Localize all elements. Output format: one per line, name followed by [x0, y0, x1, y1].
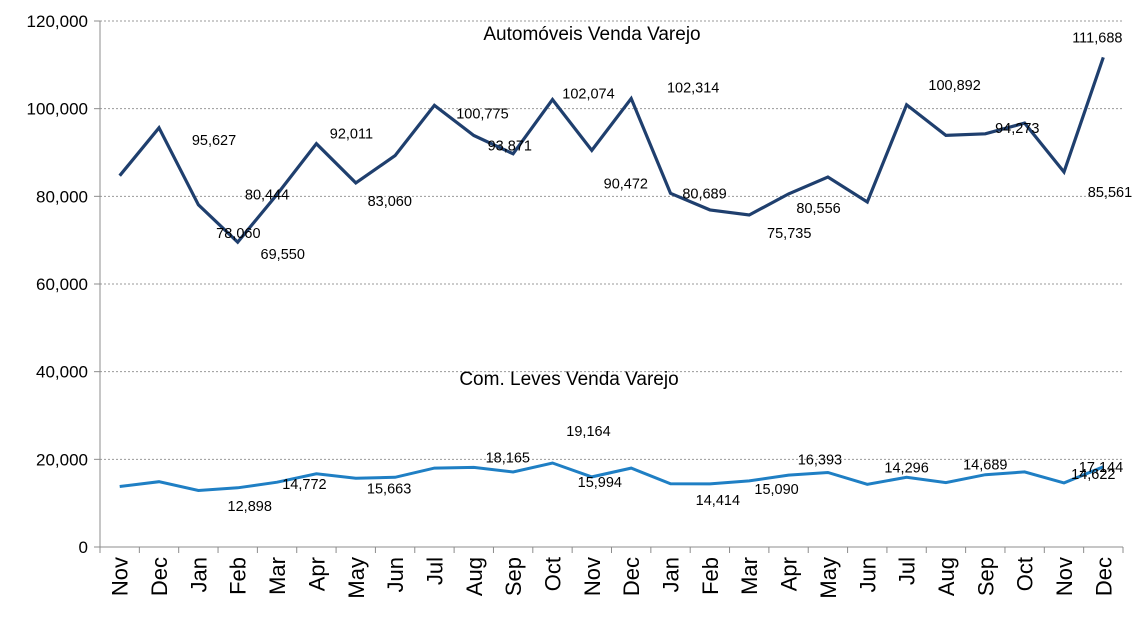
- data-label: 14,772: [282, 477, 326, 493]
- x-tick-label: Aug: [462, 557, 487, 596]
- x-tick-label: Jan: [659, 557, 684, 592]
- y-tick-label: 20,000: [36, 450, 88, 469]
- gridlines: [100, 20, 1123, 460]
- data-label: 15,994: [578, 475, 622, 491]
- data-label: 94,273: [995, 121, 1039, 137]
- data-label: 90,472: [604, 176, 648, 192]
- y-tick-label: 120,000: [27, 12, 88, 31]
- x-tick-label: Nov: [580, 557, 605, 596]
- x-tick-label: Dec: [147, 557, 172, 596]
- x-tick-label: Jul: [895, 557, 920, 585]
- x-tick-label: May: [816, 557, 841, 599]
- data-label: 93,871: [488, 139, 532, 155]
- y-tick-labels: 0 20,000 40,000 60,000 80,000 100,000 120,000: [27, 12, 88, 557]
- data-label: 12,898: [228, 499, 272, 515]
- data-label: 19,164: [566, 424, 610, 440]
- series-title-com-leves: Com. Leves Venda Varejo: [459, 369, 678, 390]
- x-tick-label: Apr: [304, 557, 329, 591]
- x-tick-label: Dec: [619, 557, 644, 596]
- x-tick-label: Oct: [1013, 557, 1038, 591]
- data-label: 14,296: [884, 460, 928, 476]
- y-tick-label: 80,000: [36, 187, 88, 206]
- data-label: 14,689: [963, 458, 1007, 474]
- x-tick-label: Mar: [737, 557, 762, 595]
- series-lines: [118, 56, 1105, 493]
- series-line-com-leves: [119, 461, 1104, 493]
- x-tick-label: Apr: [777, 557, 802, 591]
- data-label: 15,090: [754, 482, 798, 498]
- data-label: 14,622: [1071, 467, 1115, 483]
- y-tick-label: 0: [79, 538, 88, 557]
- data-label: 80,444: [245, 187, 289, 203]
- data-label: 18,165: [486, 450, 530, 466]
- x-tick-label: Jul: [422, 557, 447, 585]
- x-tick-label: Jun: [383, 557, 408, 592]
- x-tick-label: Feb: [226, 557, 251, 595]
- x-tick-label: Feb: [698, 557, 723, 595]
- x-tick-label: Nov: [1052, 557, 1077, 596]
- x-tick-label: Sep: [973, 557, 998, 596]
- data-label: 69,550: [261, 247, 305, 263]
- series-titles: Automóveis Venda Varejo Com. Leves Venda …: [459, 24, 700, 390]
- x-tick-label: Aug: [934, 557, 959, 596]
- data-label: 16,393: [798, 452, 842, 468]
- data-label: 80,556: [796, 201, 840, 217]
- data-label: 111,688: [1072, 30, 1122, 46]
- data-label: 102,314: [667, 81, 719, 97]
- data-label: 15,663: [367, 481, 411, 497]
- data-label: 75,735: [767, 226, 811, 242]
- data-label: 100,775: [456, 106, 508, 122]
- x-tick-labels: Nov Dec Jan Feb Mar Apr May Jun Jul Aug Sep Oct Nov D…: [108, 557, 1117, 599]
- data-label: 95,627: [192, 133, 236, 149]
- x-tick-label: Mar: [265, 557, 290, 595]
- x-tick-label: Nov: [108, 557, 133, 596]
- x-tick-label: Dec: [1091, 557, 1116, 596]
- y-tick-label: 60,000: [36, 275, 88, 294]
- series-title-automoveis: Automóveis Venda Varejo: [483, 24, 700, 45]
- x-tick-label: Oct: [540, 557, 565, 591]
- series-line-automoveis: [118, 56, 1105, 245]
- data-label: 80,689: [682, 186, 726, 202]
- data-label: 17,144: [1079, 460, 1123, 476]
- y-tick-label: 100,000: [27, 100, 88, 119]
- data-label: 78,060: [216, 226, 260, 242]
- x-tick-label: Jun: [855, 557, 880, 592]
- data-label: 85,561: [1088, 185, 1132, 201]
- data-label: 100,892: [928, 78, 980, 94]
- data-label: 102,074: [562, 87, 614, 103]
- x-tick-label: Jan: [186, 557, 211, 592]
- x-tick-label: May: [344, 557, 369, 599]
- data-label: 83,060: [368, 194, 412, 210]
- axes: [94, 20, 1124, 553]
- data-label: 14,414: [696, 493, 740, 509]
- data-label: 92,011: [330, 127, 373, 143]
- y-tick-label: 40,000: [36, 363, 88, 382]
- x-tick-label: Sep: [501, 557, 526, 596]
